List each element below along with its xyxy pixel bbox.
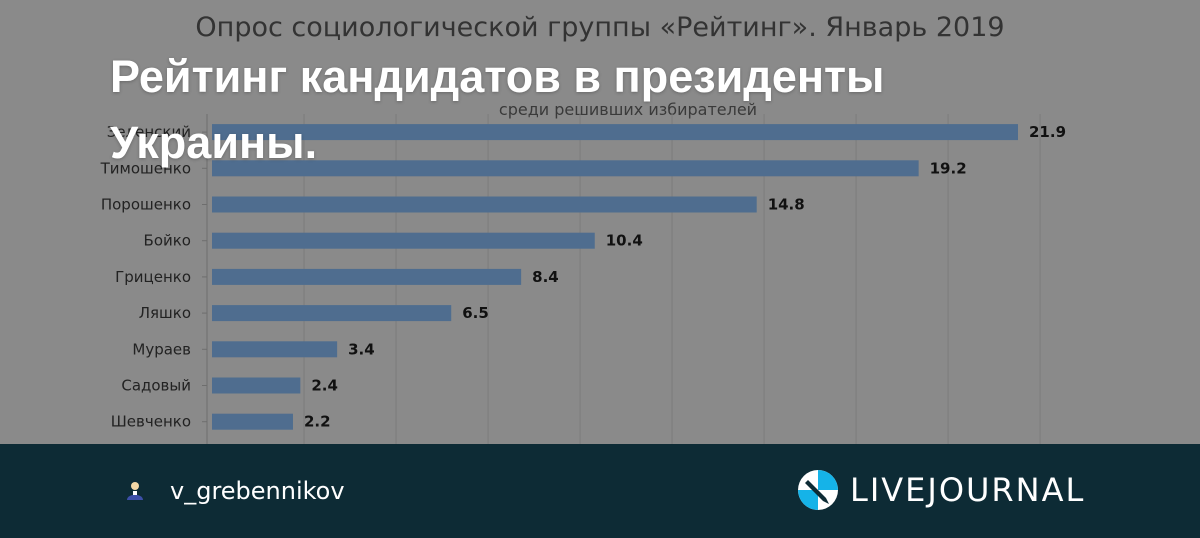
user-icon [124, 480, 146, 502]
category-label: Порошенко [101, 196, 191, 214]
bar [212, 232, 595, 249]
category-label: Мураев [132, 340, 191, 358]
category-label: Шевченко [111, 413, 191, 431]
category-label: Гриценко [115, 268, 191, 286]
bar [212, 160, 919, 177]
value-label: 2.4 [311, 377, 338, 395]
value-label: 8.4 [532, 268, 559, 286]
bar [212, 377, 301, 394]
bar [212, 305, 452, 322]
category-label: Садовый [121, 377, 191, 395]
value-label: 6.5 [462, 304, 489, 322]
category-label: Бойко [144, 232, 191, 250]
author-link[interactable]: v_grebennikov [124, 474, 345, 508]
bar [212, 341, 338, 358]
chart-background [0, 0, 1200, 444]
category-label: Ляшко [139, 304, 191, 322]
value-label: 2.2 [304, 413, 331, 431]
category-label: Тимошенко [100, 159, 191, 177]
value-label: 19.2 [930, 159, 967, 177]
footer-bar: v_grebennikov LIVEJOURNAL [0, 444, 1200, 538]
bar [212, 124, 1018, 141]
livejournal-pencil-icon [796, 468, 840, 512]
chart-title: Опрос социологической группы «Рейтинг». … [195, 12, 1004, 43]
chart-subtitle: среди решивших избирателей [499, 100, 757, 119]
value-label: 10.4 [606, 232, 643, 250]
chart-bars: Зеленский 21.9 Тимошенко 19.2 Порошенко 14.8 Б… [100, 123, 1066, 431]
bar [212, 268, 522, 285]
author-name: v_grebennikov [170, 477, 345, 505]
bar [212, 413, 293, 430]
brand-name: LIVEJOURNAL [850, 471, 1086, 509]
bar [212, 196, 757, 213]
value-label: 21.9 [1029, 123, 1066, 141]
value-label: 3.4 [348, 340, 375, 358]
page-title: Рейтинг кандидатов в президенты Украины. [110, 51, 885, 168]
category-label: Зеленский [107, 123, 191, 141]
value-label: 14.8 [768, 196, 805, 214]
livejournal-brand[interactable]: LIVEJOURNAL [796, 466, 1085, 514]
chart: Опрос социологической группы «Рейтинг». … [0, 0, 1200, 444]
